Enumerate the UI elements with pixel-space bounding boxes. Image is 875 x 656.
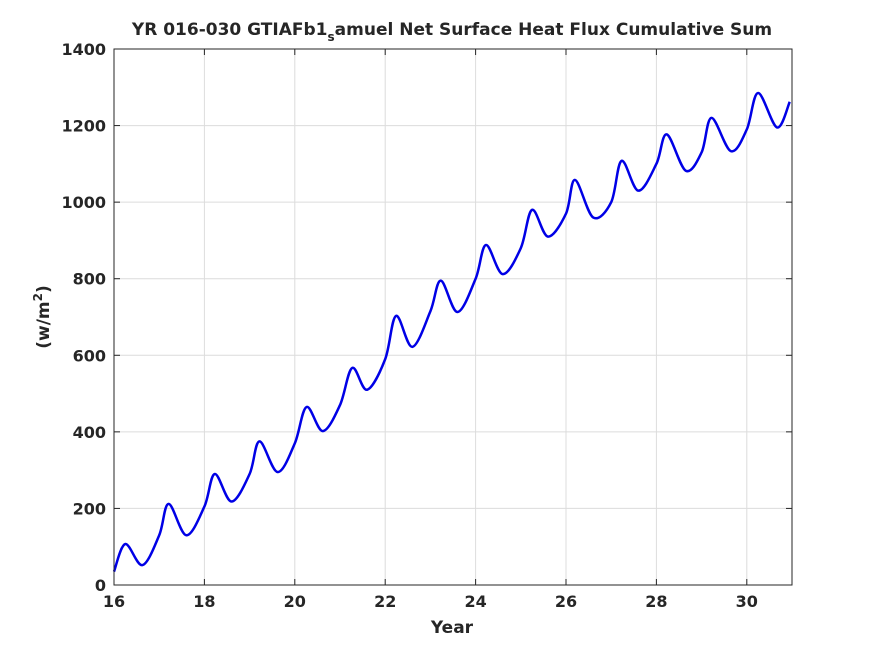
- x-tick-label: 18: [193, 592, 215, 611]
- tick-labels: 16 18 20 22 24 26 28 30 0 200 400 600 800 1000 1200 140…: [61, 40, 757, 611]
- x-tick-label: 16: [103, 592, 125, 611]
- y-axis-label-superscript: 2: [31, 293, 45, 301]
- chart-title: YR 016-030 GTIAFb1samuel Net Surface Hea…: [131, 20, 772, 44]
- y-tick-label: 0: [95, 576, 106, 595]
- x-tick-label: 24: [464, 592, 486, 611]
- y-tick-label: 1400: [61, 40, 106, 59]
- y-tick-label: 200: [73, 499, 106, 518]
- y-axis-label: (w/m2): [31, 285, 54, 349]
- x-axis-label: Year: [430, 618, 474, 638]
- x-tick-label: 20: [284, 592, 306, 611]
- y-tick-label: 600: [73, 346, 106, 365]
- x-tick-label: 26: [555, 592, 577, 611]
- series-layer: [112, 91, 791, 573]
- chart-title-main: YR 016-030 GTIAFb1: [131, 20, 328, 40]
- plot-area-border: [113, 48, 793, 586]
- x-tick-label: 28: [645, 592, 667, 611]
- y-tick-label: 1000: [61, 193, 106, 212]
- x-tick-label: 22: [374, 592, 396, 611]
- y-axis-label-end: ): [34, 285, 54, 293]
- series-line: [112, 91, 791, 573]
- chart-title-subscript: s: [328, 30, 335, 44]
- y-tick-label: 1200: [61, 117, 106, 136]
- y-tick-label: 400: [73, 423, 106, 442]
- x-tick-label: 30: [736, 592, 758, 611]
- chart-title-rest: amuel Net Surface Heat Flux Cumulative S…: [335, 20, 772, 40]
- y-tick-label: 800: [73, 270, 106, 289]
- y-axis-label-main: (w/m: [34, 301, 54, 348]
